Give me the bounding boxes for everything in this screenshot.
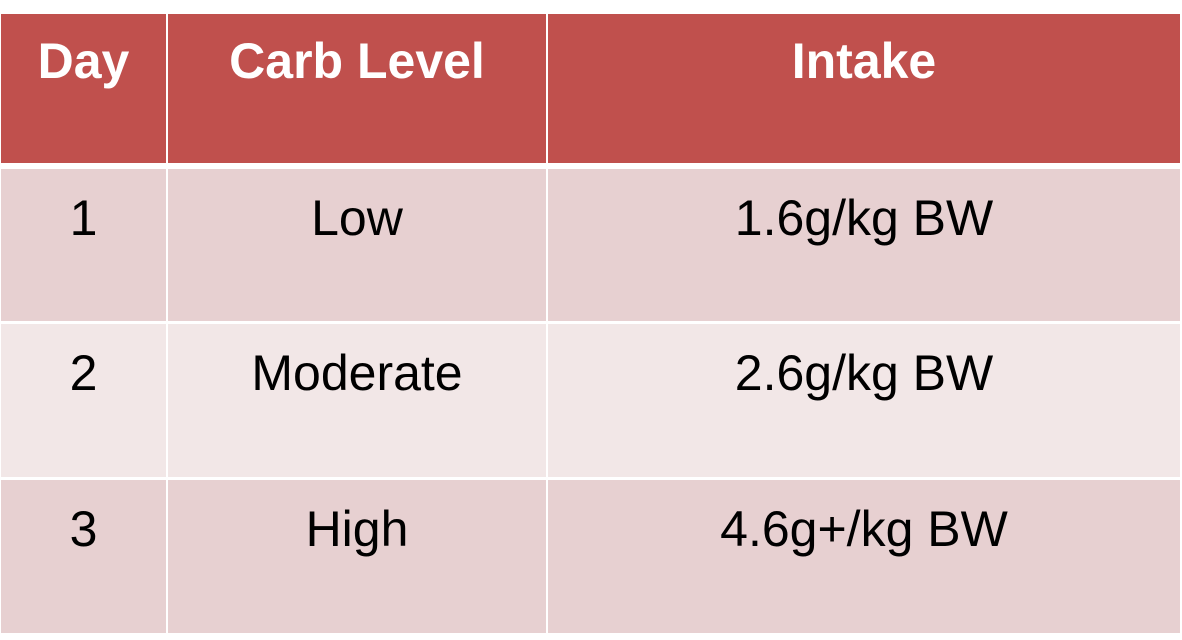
- carb-loading-table: Day Carb Level Intake 1 Low 1.6g/kg BW 2…: [1, 14, 1182, 636]
- table-row: 2 Moderate 2.6g/kg BW: [1, 322, 1182, 480]
- table-row: 1 Low 1.6g/kg BW: [1, 166, 1182, 324]
- cell-day: 1: [1, 166, 168, 324]
- table-row: 3 High 4.6g+/kg BW: [1, 478, 1182, 636]
- cell-day: 2: [1, 322, 168, 480]
- cell-carb-level: Low: [166, 166, 548, 324]
- cell-carb-level: High: [166, 478, 548, 636]
- cell-day: 3: [1, 478, 168, 636]
- cell-carb-level: Moderate: [166, 322, 548, 480]
- header-row: Day Carb Level Intake: [1, 14, 1182, 169]
- cell-intake: 4.6g+/kg BW: [546, 478, 1182, 636]
- header-day: Day: [1, 14, 168, 169]
- cell-intake: 2.6g/kg BW: [546, 322, 1182, 480]
- cell-intake: 1.6g/kg BW: [546, 166, 1182, 324]
- header-intake: Intake: [546, 14, 1182, 169]
- header-carb-level: Carb Level: [166, 14, 548, 169]
